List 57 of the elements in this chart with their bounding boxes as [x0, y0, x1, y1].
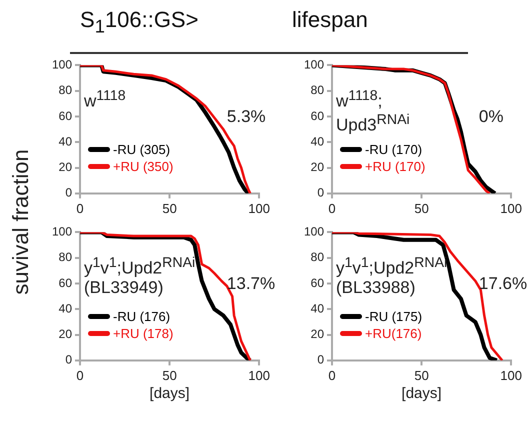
y-tick-label: 60	[310, 108, 324, 123]
legend-label: -RU (175)	[365, 308, 422, 326]
y-tick-label: 0	[317, 186, 324, 200]
y-tick-label: 80	[310, 83, 324, 98]
y-tick-label: 40	[58, 301, 72, 316]
x-tick-label: 100	[500, 200, 522, 216]
annotation: w$^{1118}$; Upd3$^{RNAi}$	[336, 87, 410, 134]
annotation: y$^{1}$v$^{1}$;Upd2$^{RNAi}$ (BL33949)	[84, 254, 196, 297]
x-tick-label: 50	[414, 200, 429, 216]
chart-title: S$_{1}$106::GS>	[80, 7, 198, 38]
x-tick-label: 100	[500, 368, 522, 383]
x-tick-label: 100	[248, 368, 270, 383]
y-tick-label: 80	[58, 83, 72, 98]
annotation: w$^{1118}$	[84, 87, 126, 111]
y-tick-label: 40	[310, 134, 324, 148]
y-tick-label: 60	[58, 276, 72, 290]
legend-label: -RU (305)	[113, 141, 170, 158]
y-tick-label: 0	[65, 186, 72, 200]
annotation: 5.3%	[226, 106, 266, 126]
y-tick-label: 100	[52, 224, 72, 239]
y-tick-label: 20	[58, 160, 72, 174]
x-tick-label: 50	[414, 368, 429, 383]
x-tick-label: 50	[162, 368, 177, 383]
x-axis-title: [days]	[400, 385, 443, 402]
y-tick-label: 40	[310, 301, 324, 316]
y-tick-label: 40	[58, 134, 72, 148]
legend-label: -RU (170)	[365, 141, 422, 158]
y-tick-label: 100	[304, 224, 324, 239]
y-tick-label: 20	[310, 160, 324, 174]
y-tick-label: 100	[52, 58, 72, 72]
y-tick-label: 0	[65, 352, 72, 367]
x-tick-label: 0	[328, 368, 336, 383]
y-tick-label: 60	[58, 108, 72, 123]
y-tick-label: 20	[310, 327, 324, 342]
legend-label: -RU (176)	[113, 308, 170, 326]
legend-label: +RU (350)	[113, 158, 174, 176]
x-tick-label: 50	[162, 200, 177, 216]
y-tick-label: 60	[310, 276, 324, 290]
x-tick-label: 0	[328, 200, 336, 216]
y-tick-label: 80	[310, 250, 324, 264]
x-tick-label: 0	[76, 200, 84, 216]
legend-label: +RU (170)	[365, 158, 426, 176]
legend-label: +RU (178)	[113, 325, 174, 342]
annotation: 13.7%	[226, 274, 276, 293]
x-axis-title: [days]	[148, 385, 191, 402]
annotation: 0%	[478, 106, 504, 126]
y-tick-label: 80	[58, 250, 72, 264]
y-tick-label: 20	[58, 327, 72, 342]
y-axis-title: suvival fraction	[8, 149, 34, 295]
annotation: 17.6%	[478, 274, 528, 293]
y-tick-label: 100	[304, 58, 324, 72]
chart-title: lifespan	[292, 7, 368, 33]
legend-label: +RU(176)	[365, 325, 422, 342]
annotation: y$^{1}$v$^{1}$;Upd2$^{RNAi}$ (BL33988)	[336, 254, 448, 297]
x-tick-label: 0	[76, 368, 84, 383]
x-tick-label: 100	[248, 200, 270, 216]
y-tick-label: 0	[317, 352, 324, 367]
